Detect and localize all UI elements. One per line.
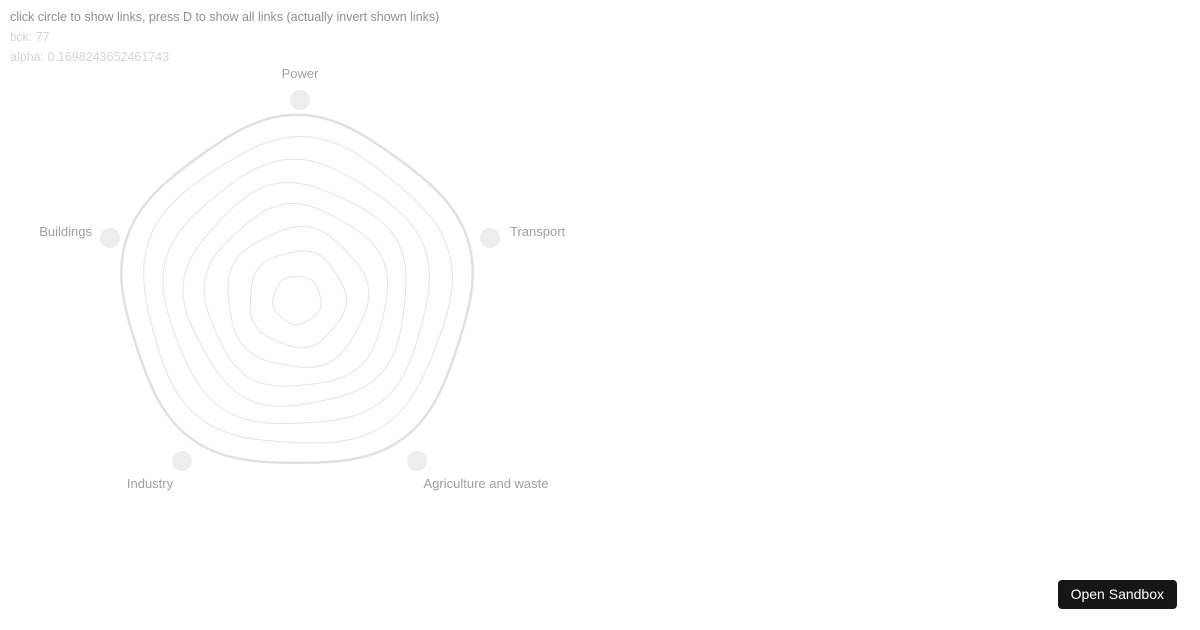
- inner-contour-ring: [203, 202, 389, 387]
- inner-contour-ring: [227, 225, 370, 368]
- node-label-industry: Industry: [127, 476, 174, 491]
- node-label-transport: Transport: [510, 224, 566, 239]
- node-label-agriculture-and-waste: Agriculture and waste: [423, 476, 548, 491]
- inner-contour-ring: [272, 276, 322, 326]
- debug-hud: click circle to show links, press D to s…: [10, 7, 439, 67]
- node-circle-buildings[interactable]: [100, 228, 120, 248]
- node-label-power: Power: [282, 66, 320, 81]
- radial-network-chart: Power Transport Agriculture and waste Indus…: [39, 66, 566, 491]
- alpha-readout: alpha: 0.1698243652461743: [10, 50, 170, 64]
- open-sandbox-button[interactable]: Open Sandbox: [1057, 580, 1177, 609]
- tick-readout: tick: 77: [10, 30, 50, 44]
- node-circle-industry[interactable]: [172, 451, 192, 471]
- inner-contour-ring: [143, 136, 453, 444]
- inner-contour-ring: [162, 158, 430, 424]
- node-label-buildings: Buildings: [39, 224, 92, 239]
- outer-contour-ring: [120, 113, 474, 465]
- node-circle-transport[interactable]: [480, 228, 500, 248]
- node-circle-agriculture-and-waste[interactable]: [407, 451, 427, 471]
- help-text: click circle to show links, press D to s…: [10, 10, 440, 24]
- inner-contour-ring: [249, 250, 347, 349]
- inner-contour-ring: [182, 182, 407, 407]
- node-circle-power[interactable]: [290, 90, 310, 110]
